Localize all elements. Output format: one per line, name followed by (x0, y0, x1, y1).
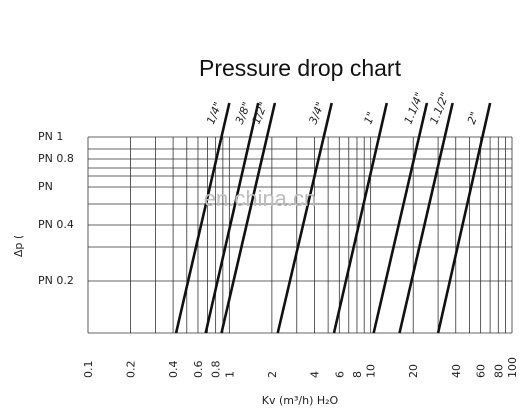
series-lines (174, 102, 492, 334)
series-label: 3/4" (306, 100, 327, 126)
x-tick-label: 10 (365, 364, 378, 378)
series-line (372, 102, 429, 334)
y-level-label: PN 0.8 (38, 152, 74, 165)
x-tick-label: 80 (492, 364, 505, 378)
x-tick-label: 0.4 (167, 361, 180, 379)
x-axis-label: Kv (m³/h) H₂O (262, 394, 339, 407)
series-label: 1" (361, 110, 378, 126)
y-axis-label: Δp ( (12, 235, 25, 257)
series-line (332, 102, 389, 334)
chart-title: Pressure drop chart (199, 55, 402, 81)
series-labels: 1/4" 3/8"1/2" 3/4" 1" 1.1/4" 1.1/2" 2" (204, 90, 481, 126)
x-tick-label: 0.2 (125, 361, 138, 379)
y-level-label: PN 0.4 (38, 218, 74, 231)
series-label: 1/2" (250, 100, 271, 126)
y-level-label: PN 1 (38, 130, 63, 143)
x-tick-label: 8 (351, 371, 364, 378)
x-tick-label: 20 (407, 364, 420, 378)
x-tick-label: 0.1 (82, 361, 95, 379)
x-tick-label: 100 (506, 357, 519, 378)
grid (87, 136, 513, 334)
series-line (436, 102, 492, 334)
series-line (220, 102, 277, 334)
x-tick-label: 0.8 (210, 361, 223, 379)
y-level-label: PN 0.2 (38, 274, 74, 287)
x-tick-label: 1 (223, 371, 236, 378)
x-tick-label: 0.6 (192, 361, 205, 379)
x-tick-label: 4 (308, 371, 321, 378)
series-label: 1/4" (204, 100, 225, 126)
x-tick-labels: 0.1 0.2 0.4 0.6 0.8 1 2 4 6 8 10 20 40 60 80 100 (82, 357, 519, 378)
y-level-label-partial: PN (38, 180, 53, 193)
series-line (276, 102, 333, 334)
series-line (398, 102, 454, 334)
x-tick-label: 60 (475, 364, 488, 378)
x-tick-label: 2 (266, 371, 279, 378)
series-label: 2" (465, 110, 482, 126)
y-level-labels: PN 1 PN 0.8 PN 0.4 PN 0.2 PN (38, 130, 74, 287)
series-line (174, 102, 231, 334)
x-tick-label: 40 (450, 364, 463, 378)
x-tick-label: 6 (333, 371, 346, 378)
series-line (204, 102, 260, 334)
watermark: en.china.cn (204, 186, 317, 211)
